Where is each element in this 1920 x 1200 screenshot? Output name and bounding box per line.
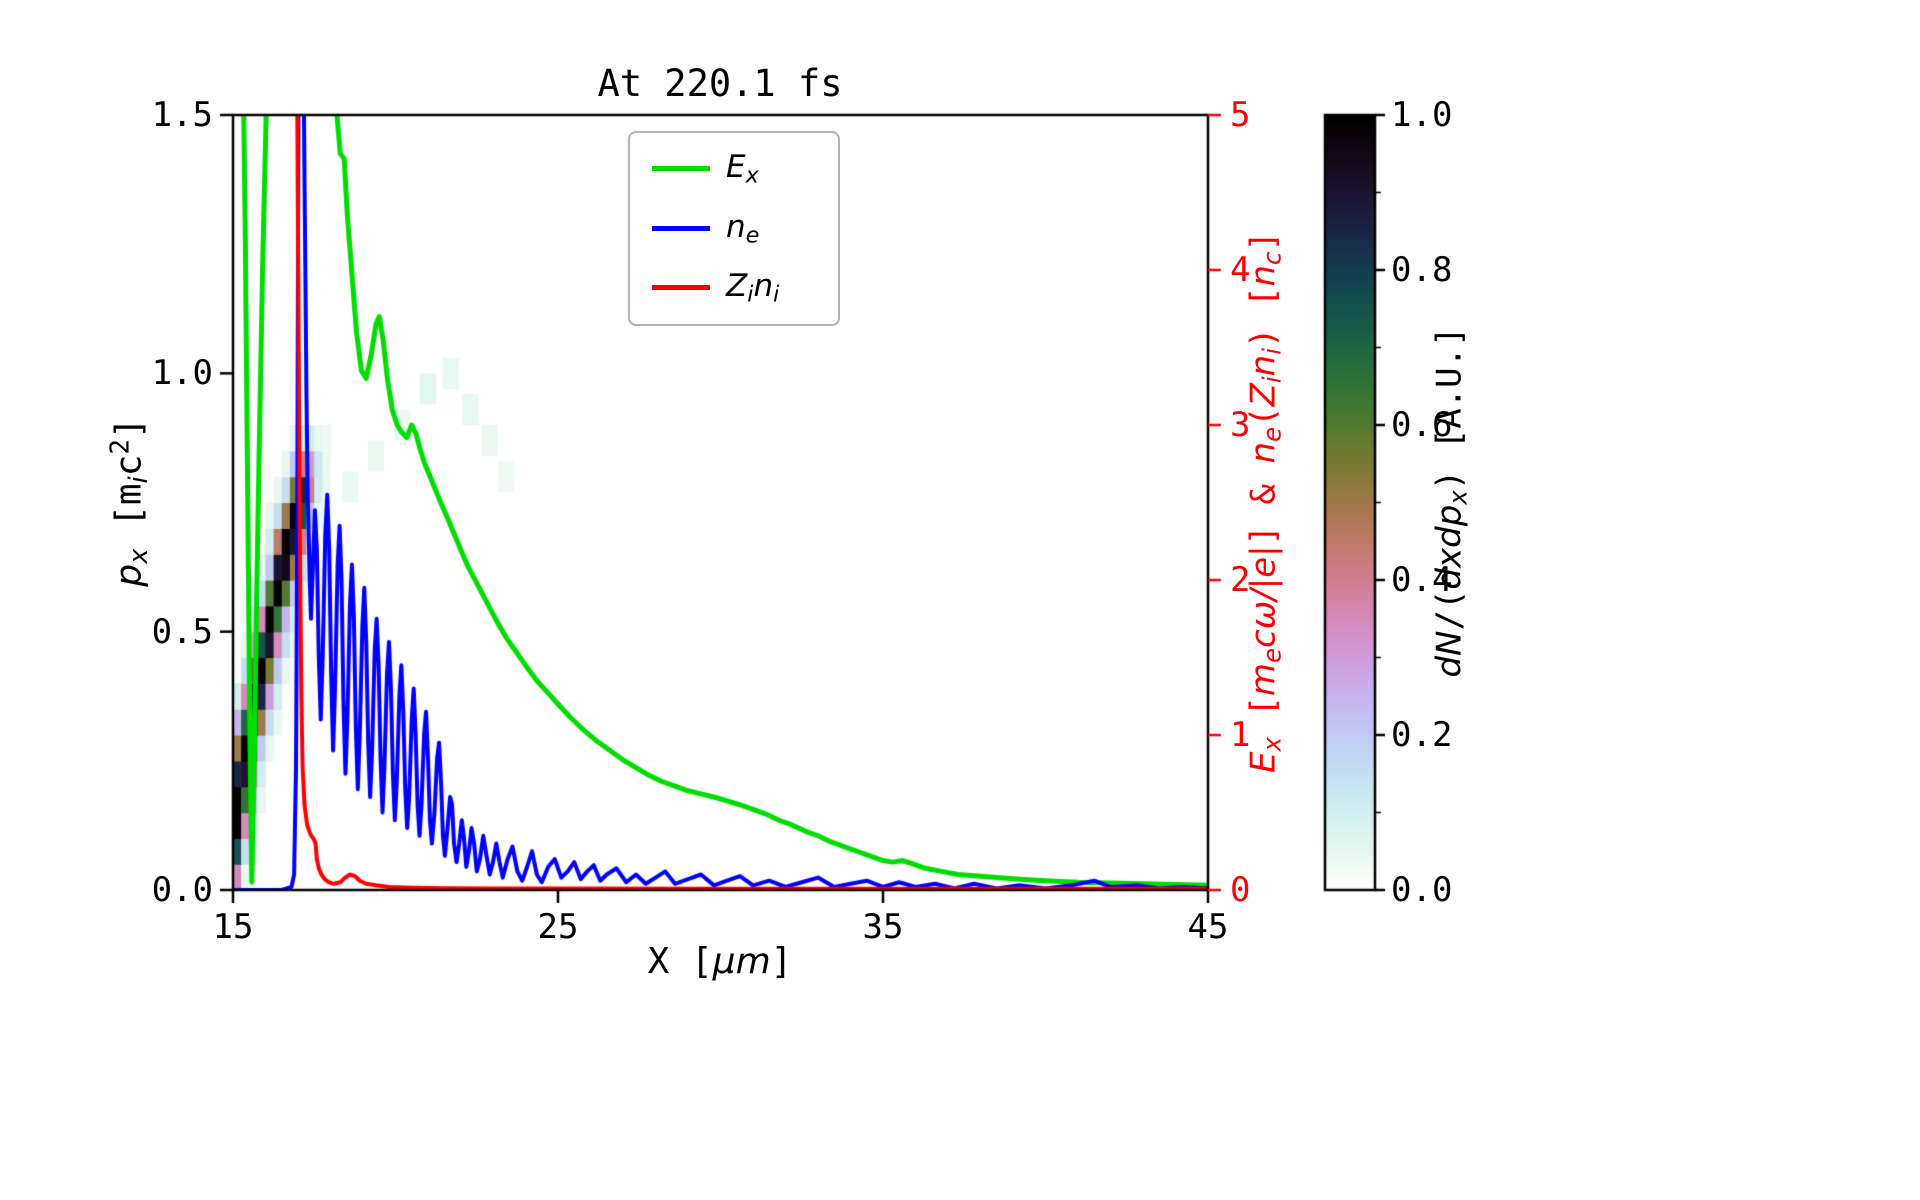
y-left-tick-label: 1.0 [151, 353, 213, 394]
colorbar-tick-label: 0.0 [1391, 870, 1453, 910]
chart-title: At 220.1 fs [597, 62, 843, 105]
legend: Ex ne Zini [628, 131, 840, 326]
colorbar-tick-label: 0.8 [1391, 250, 1453, 290]
y-right-tick-label: 0 [1230, 870, 1251, 910]
y-left-tick-label: 0.0 [151, 870, 213, 910]
legend-item-ex: Ex [630, 149, 838, 189]
y-right-tick-label: 3 [1230, 405, 1251, 445]
colorbar-label: dN/(dxdpx) [A.U.] [1429, 326, 1473, 678]
legend-line-ex [652, 166, 710, 172]
legend-line-ne [652, 225, 710, 231]
colorbar-tick-label: 0.2 [1391, 715, 1453, 755]
x-axis-label: X [μm] [647, 941, 793, 982]
colorbar-tick-label: 0.4 [1391, 560, 1453, 600]
y-right-tick-label: 2 [1230, 560, 1251, 600]
legend-item-zini: Zini [630, 268, 838, 308]
y-left-tick-label: 1.5 [151, 95, 213, 135]
y-right-tick-label: 5 [1230, 95, 1251, 135]
legend-label-zini: Zini [726, 268, 780, 308]
y-right-tick-label: 4 [1230, 250, 1251, 290]
y-right-tick-label: 1 [1230, 715, 1251, 755]
colorbar-tick-label: 0.6 [1391, 405, 1453, 445]
colorbar-tick-label: 1.0 [1391, 95, 1453, 135]
legend-item-ne: ne [630, 208, 838, 249]
legend-line-zini [652, 285, 710, 291]
y-left-tick-label: 0.5 [151, 611, 213, 652]
legend-label-ex: Ex [726, 149, 759, 189]
x-tick-label: 35 [862, 907, 904, 947]
x-tick-label: 25 [537, 907, 579, 947]
x-tick-label: 15 [212, 907, 254, 947]
left-y-axis-label: px [mic2] [105, 417, 154, 587]
x-tick-label: 45 [1187, 907, 1229, 947]
legend-label-ne: ne [726, 208, 760, 249]
right-y-axis-label: Ex [mecω/|e|] & ne(Zini) [nc] [1243, 231, 1287, 773]
